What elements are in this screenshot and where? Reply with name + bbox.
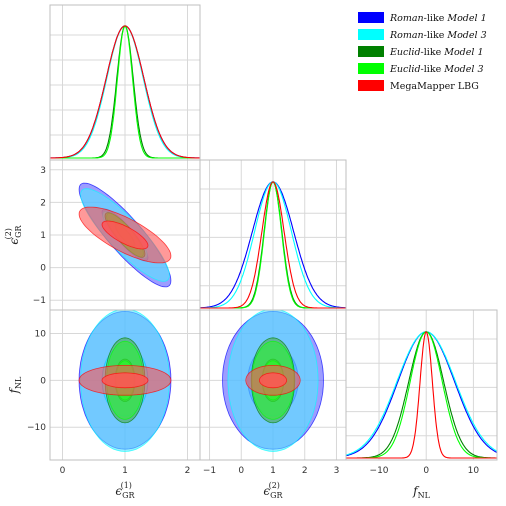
panel-eps1-marginal	[49, 4, 201, 161]
panel-eps2-vs-fnl	[199, 309, 347, 461]
panel-eps1-vs-eps2	[49, 159, 201, 311]
x-tick-label: −1	[203, 466, 216, 476]
x-tick-label: −10	[370, 466, 389, 476]
panel-fnl-marginal	[345, 309, 498, 461]
grid	[200, 160, 346, 310]
legend-entry-1: Roman-like Model 1	[358, 12, 487, 24]
legend-swatch	[358, 46, 384, 57]
marginal-curve-5	[346, 331, 497, 459]
panel-background	[346, 310, 497, 460]
marginal-curve-5	[50, 25, 200, 159]
y-tick-label: −1	[33, 296, 46, 306]
y-tick-label: 3	[40, 166, 46, 176]
legend: Roman-like Model 1 Roman-like Model 3 Eucl…	[358, 12, 487, 92]
x-tick-label: 0	[423, 466, 429, 476]
marginal-curve-5	[200, 181, 346, 309]
x-tick-label: 1	[270, 466, 276, 476]
legend-entry-5: MegaMapper LBG	[358, 80, 479, 92]
legend-swatch	[358, 63, 384, 74]
contour-5-1sigma	[101, 220, 149, 250]
x-tick-label: 1	[122, 466, 128, 476]
x-tick-label: 0	[238, 466, 244, 476]
panel-eps1-vs-fnl	[49, 309, 201, 461]
legend-swatch	[358, 80, 384, 91]
contour-5-1sigma	[101, 372, 149, 389]
x-axis-label-eps2: ϵGR(2)	[263, 481, 283, 500]
y-tick-label: 10	[35, 329, 47, 339]
x-axis-label-eps1: ϵGR(1)	[115, 481, 135, 500]
legend-label: Euclid-like Model 3	[389, 64, 484, 75]
x-tick-label: 0	[60, 466, 66, 476]
y-tick-label: 0	[40, 376, 46, 386]
legend-label: Roman-like Model 1	[389, 13, 487, 24]
panel-eps2-marginal	[199, 159, 347, 311]
grid	[50, 5, 200, 160]
panel-frame	[345, 309, 498, 461]
x-tick-label: 2	[185, 466, 191, 476]
y-tick-label: 1	[40, 231, 46, 241]
legend-entry-3: Euclid-like Model 1	[358, 46, 484, 58]
contour-5-1sigma	[259, 372, 287, 389]
y-tick-label: −10	[27, 423, 46, 433]
legend-label: Roman-like Model 3	[389, 30, 487, 41]
y-tick-label: 2	[40, 198, 46, 208]
legend-label: Euclid-like Model 1	[389, 47, 484, 58]
legend-swatch	[358, 12, 384, 23]
x-axis-label-fnl: fNL	[412, 484, 430, 500]
y-axis-label-eps2: ϵGR(2)	[4, 224, 23, 244]
x-tick-label: 3	[334, 466, 340, 476]
legend-entry-2: Roman-like Model 3	[358, 29, 487, 41]
y-axis-label-fnl: fNL	[7, 376, 23, 394]
x-tick-label: 2	[302, 466, 308, 476]
legend-swatch	[358, 29, 384, 40]
legend-entry-4: Euclid-like Model 3	[358, 63, 484, 75]
marginal-curve-2	[346, 331, 497, 456]
legend-label: MegaMapper LBG	[390, 81, 479, 92]
y-tick-label: 0	[40, 264, 46, 274]
x-tick-label: 10	[468, 466, 480, 476]
